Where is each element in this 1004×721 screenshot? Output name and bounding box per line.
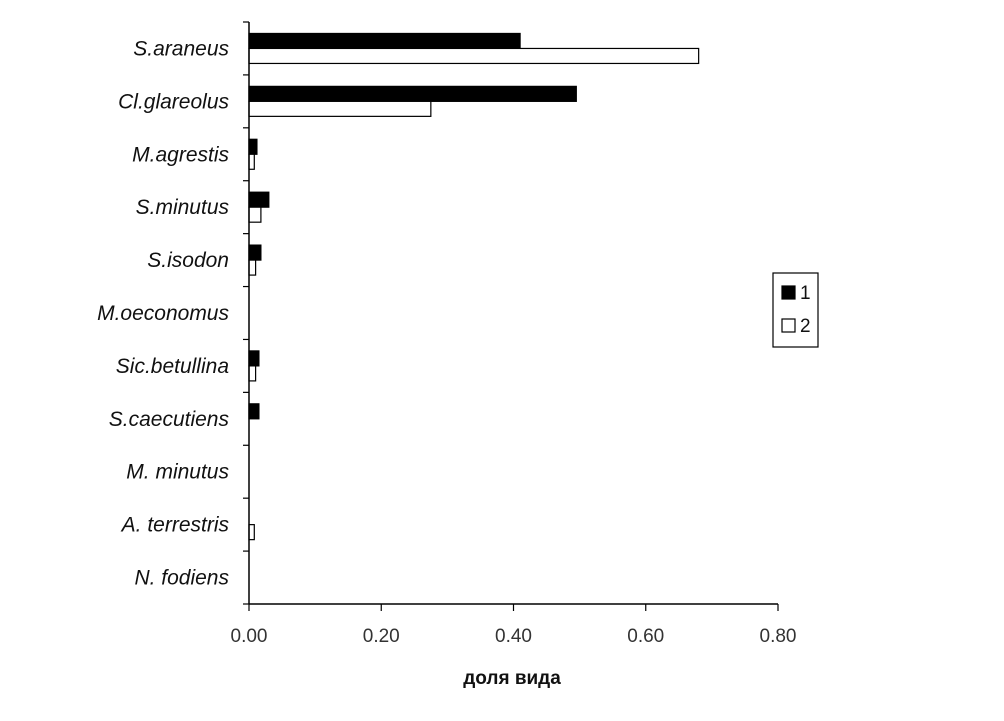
legend-swatch-1	[781, 285, 796, 300]
category-label-3: M.agrestis	[132, 143, 229, 166]
legend-label-1: 1	[800, 283, 811, 304]
bar-series-1-4	[248, 191, 270, 208]
bar-series-2-1	[248, 47, 700, 65]
x-tick-label-1: 0.00	[231, 626, 268, 647]
legend-label-2: 2	[800, 316, 811, 337]
bar-series-2-3	[248, 153, 255, 170]
x-axis-title: доля вида	[463, 668, 561, 689]
legend: 12	[772, 272, 819, 348]
category-label-1: S.araneus	[133, 37, 229, 60]
category-label-4: S.minutus	[136, 196, 230, 219]
bar-series-1-1	[248, 32, 521, 50]
category-label-8: S.caecutiens	[109, 408, 230, 431]
bar-series-1-3	[248, 138, 258, 155]
category-label-2: Cl.glareolus	[118, 90, 229, 113]
bar-series-1-7	[248, 350, 260, 367]
x-tick-label-2: 0.20	[363, 626, 400, 647]
bar-series-2-2	[248, 100, 432, 117]
category-label-6: M.oeconomus	[97, 302, 229, 325]
y-ticks	[243, 21, 249, 605]
bar-series-1-5	[248, 244, 262, 261]
bar-series-1-2	[248, 85, 577, 102]
category-label-5: S.isodon	[147, 249, 229, 272]
bars-layer	[248, 32, 700, 541]
bar-series-1-8	[248, 403, 260, 420]
x-tick-label-5: 0.80	[760, 626, 797, 647]
legend-swatch-2	[781, 318, 796, 333]
legend-box	[772, 272, 819, 348]
category-label-10: A. terrestris	[120, 514, 230, 537]
category-label-7: Sic.betullina	[116, 355, 229, 378]
bar-series-2-10	[248, 524, 255, 541]
x-tick-label-3: 0.40	[495, 626, 532, 647]
x-tick-label-4: 0.60	[627, 626, 664, 647]
category-label-11: N. fodiens	[134, 567, 229, 590]
bar-series-2-7	[248, 365, 257, 382]
bar-series-2-4	[248, 206, 262, 223]
bar-series-2-5	[248, 259, 257, 276]
category-labels: S.araneus Cl.glareolus M.agrestis S.minutus…	[97, 37, 229, 589]
category-label-9: M. minutus	[126, 461, 229, 484]
x-ticks: 0.00 0.20 0.40 0.60 0.80	[231, 604, 797, 647]
